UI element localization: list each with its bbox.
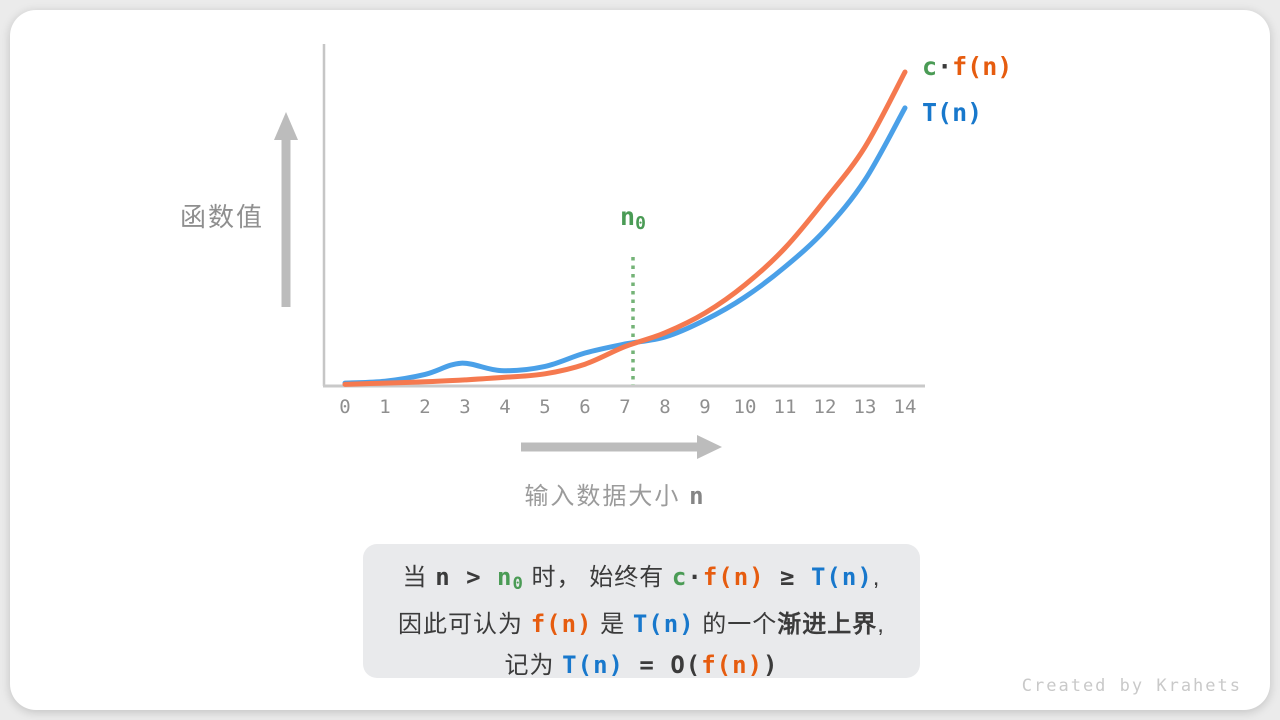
x-axis-tick-label: 6 <box>579 396 591 418</box>
text-segment: 是 <box>592 610 633 638</box>
caption-line-2: 因此可认为 f(n) 是 T(n) 的一个渐进上界, <box>369 604 914 645</box>
text-segment: 始终有 <box>589 564 672 591</box>
caption-line-3: 记为 T(n) = O(f(n)) <box>369 645 914 686</box>
x-axis-tick-label: 0 <box>339 396 351 418</box>
x-axis-tick-label: 4 <box>499 396 511 418</box>
x-axis-label: 输入数据大小 n <box>455 476 775 511</box>
watermark: Created by Krahets <box>1021 676 1242 696</box>
text-segment: f(n) <box>701 650 764 679</box>
text-segment: n <box>497 563 513 591</box>
text-segment: n <box>689 482 706 510</box>
text-segment: n <box>435 563 451 591</box>
caption-box: 当 n > n0 时， 始终有 c·f(n) ≥ T(n), 因此可认为 f(n… <box>363 544 920 679</box>
y-axis-label: 函数值 <box>180 202 265 232</box>
text-segment: 因此可认为 <box>398 610 531 638</box>
text-segment: , <box>872 564 881 591</box>
text-segment: c <box>671 563 688 591</box>
x-axis-tick-label: 5 <box>539 396 551 418</box>
text-segment: f(n) <box>530 609 593 638</box>
x-axis-tick-label: 7 <box>619 396 631 418</box>
text-segment: ≥ <box>764 563 811 591</box>
text-segment: f(n) <box>702 563 765 591</box>
text-segment: 的一个 <box>694 610 778 638</box>
text-segment: O( <box>670 650 702 679</box>
text-segment: 0 <box>512 573 524 594</box>
text-segment: = <box>623 650 671 679</box>
text-segment: f(n) <box>952 52 1013 81</box>
legend-tn: T(n) <box>922 98 982 128</box>
text-segment: 当 <box>402 564 436 591</box>
text-segment: , <box>877 610 885 638</box>
x-axis-tick-label: 10 <box>733 396 757 418</box>
x-axis-tick-label: 2 <box>419 396 431 418</box>
text-segment: ) <box>763 650 779 679</box>
right-arrow-icon <box>697 435 722 459</box>
legend-cfn: c·f(n) <box>922 52 1012 82</box>
x-axis-tick-label: 3 <box>459 396 471 418</box>
text-segment: T(n) <box>922 98 983 127</box>
text-segment: T(n) <box>562 650 624 679</box>
text-segment: · <box>937 52 953 81</box>
text-segment: · <box>687 563 703 591</box>
x-axis-tick-label: 9 <box>699 396 711 418</box>
text-segment: c <box>922 52 938 81</box>
n0-label: n0 <box>598 202 668 234</box>
x-axis-tick-label: 13 <box>853 396 877 418</box>
text-segment: T(n) <box>632 609 695 638</box>
curve-tn <box>342 105 908 386</box>
text-segment: T(n) <box>810 563 873 591</box>
text-segment: 记为 <box>504 651 563 679</box>
x-axis-tick-label: 8 <box>659 396 671 418</box>
caption-line-1: 当 n > n0 时， 始终有 c·f(n) ≥ T(n), <box>369 557 914 604</box>
x-axis-tick-label: 11 <box>773 396 797 418</box>
curve-cfn <box>342 69 908 387</box>
up-arrow-icon <box>274 112 298 140</box>
text-segment: > <box>450 563 498 591</box>
x-axis-tick-label: 12 <box>813 396 837 418</box>
x-axis-tick-label: 14 <box>893 396 917 418</box>
text-segment: 0 <box>635 212 646 234</box>
text-segment: n <box>620 202 636 231</box>
x-axis-tick-label: 1 <box>379 396 391 418</box>
text-segment: 渐进上界 <box>777 610 878 638</box>
text-segment: 输入数据大小 <box>524 483 690 510</box>
text-segment: 时， <box>523 564 590 591</box>
